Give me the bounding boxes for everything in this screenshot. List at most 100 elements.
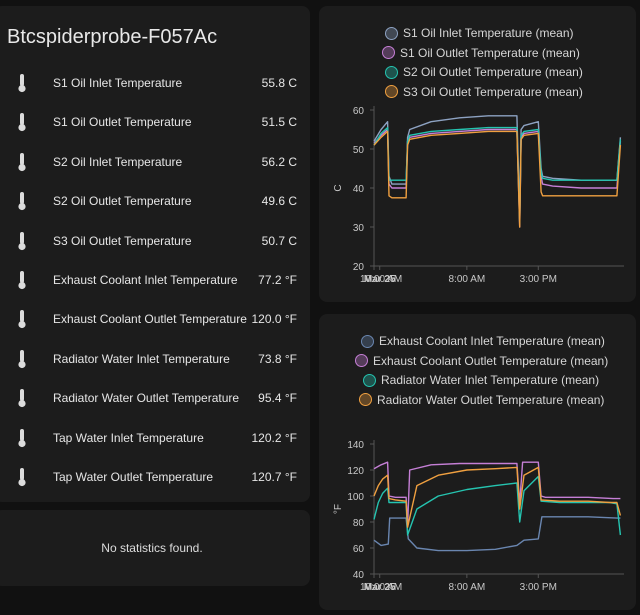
entity-value: 50.7 C (261, 233, 297, 248)
thermometer-icon (16, 388, 28, 408)
legend-dot-icon (355, 354, 368, 367)
entity-name: Exhaust Coolant Inlet Temperature (53, 273, 238, 287)
y-axis-label: °F (333, 504, 344, 514)
legend-dot-icon (385, 65, 398, 79)
y-tick-label: 80 (353, 518, 365, 529)
entity-row[interactable]: Tap Water Outlet Temperature 120.7 °F (0, 465, 310, 489)
entity-name: S2 Oil Outlet Temperature (53, 194, 192, 209)
legend-item[interactable]: Exhaust Coolant Outlet Temperature (mean… (355, 354, 608, 368)
statistics-message: No statistics found. (101, 541, 203, 555)
entity-name: S3 Oil Outlet Temperature (53, 233, 192, 248)
device-title: Btcspiderprobe-F057Ac (7, 26, 218, 48)
legend-item[interactable]: S1 Oil Outlet Temperature (mean) (382, 46, 580, 60)
legend-item[interactable]: S2 Oil Outlet Temperature (mean) (385, 65, 583, 79)
legend-label: S2 Oil Outlet Temperature (mean) (403, 65, 583, 79)
legend-label: Radiator Water Outlet Temperature (mean) (377, 392, 605, 407)
legend-dot-icon (382, 46, 395, 59)
x-tick-label: 10:00 AM (360, 274, 402, 285)
thermometer-icon (16, 428, 28, 448)
entity-row[interactable]: Exhaust Coolant Inlet Temperature 77.2 °F (0, 268, 310, 292)
series-line[interactable] (373, 475, 622, 536)
history-graph-fahrenheit[interactable]: Exhaust Coolant Inlet Temperature (mean)… (319, 314, 636, 610)
y-tick-label: 40 (353, 570, 365, 581)
entity-name: S1 Oil Outlet Temperature (53, 115, 192, 130)
thermometer-icon (16, 191, 28, 211)
x-tick-label: 8:00 AM (449, 274, 486, 285)
legend-item[interactable]: Radiator Water Inlet Temperature (mean) (363, 373, 599, 387)
history-graph-celsius[interactable]: S1 Oil Inlet Temperature (mean) S1 Oil Ou… (319, 6, 636, 302)
entity-row[interactable]: Exhaust Coolant Outlet Temperature 120.0 … (0, 307, 310, 331)
legend-label: Exhaust Coolant Outlet Temperature (mean… (373, 353, 609, 368)
y-tick-label: 50 (353, 145, 365, 156)
y-axis-label: C (333, 184, 344, 191)
legend-dot-icon (359, 393, 372, 406)
entity-row[interactable]: S1 Oil Inlet Temperature 55.8 C (0, 71, 310, 95)
legend-item[interactable]: S3 Oil Outlet Temperature (mean) (385, 85, 583, 99)
entity-value: 56.2 C (261, 154, 297, 169)
series-line[interactable] (373, 126, 622, 224)
legend-dot-icon (363, 373, 376, 387)
thermometer-icon (16, 73, 28, 93)
entity-name: S1 Oil Inlet Temperature (53, 76, 183, 90)
entity-value: 49.6 C (261, 194, 297, 209)
y-tick-label: 100 (347, 492, 364, 503)
entity-row[interactable]: Radiator Water Outlet Temperature 95.4 °F (0, 386, 310, 410)
entity-row[interactable]: Tap Water Inlet Temperature 120.2 °F (0, 426, 310, 450)
entity-name: Tap Water Outlet Temperature (53, 470, 214, 484)
legend-item[interactable]: Exhaust Coolant Inlet Temperature (mean) (361, 334, 605, 348)
legend-label: Exhaust Coolant Inlet Temperature (mean) (379, 334, 605, 348)
thermometer-icon (16, 467, 28, 487)
statistics-card: No statistics found. (0, 510, 310, 586)
entity-row[interactable]: S2 Oil Inlet Temperature 56.2 C (0, 150, 310, 174)
entity-value: 77.2 °F (258, 273, 297, 287)
legend-item[interactable]: S1 Oil Inlet Temperature (mean) (385, 26, 574, 40)
legend-label: S1 Oil Inlet Temperature (mean) (403, 26, 574, 40)
entity-name: Exhaust Coolant Outlet Temperature (53, 312, 247, 327)
x-tick-label: 3:00 PM (520, 274, 557, 285)
legend-dot-icon (385, 26, 398, 40)
entities-card: Btcspiderprobe-F057Ac S1 Oil Inlet Tempe… (0, 6, 310, 502)
thermometer-icon (16, 152, 28, 172)
y-tick-label: 120 (347, 466, 364, 477)
legend-dot-icon (361, 334, 374, 348)
series-line[interactable] (373, 128, 622, 228)
x-tick-label: Mar 25 (364, 274, 396, 285)
entity-value: 120.7 °F (251, 470, 298, 484)
entity-row[interactable]: S2 Oil Outlet Temperature 49.6 C (0, 189, 310, 213)
legend-label: Radiator Water Inlet Temperature (mean) (381, 373, 600, 387)
series-line[interactable] (373, 466, 622, 528)
entity-row[interactable]: S3 Oil Outlet Temperature 50.7 C (0, 229, 310, 253)
series-line[interactable] (373, 130, 622, 228)
series-line[interactable] (373, 461, 621, 527)
entity-name: Radiator Water Inlet Temperature (53, 351, 230, 366)
y-tick-label: 30 (353, 223, 365, 234)
thermometer-icon (16, 349, 28, 369)
thermometer-icon (16, 112, 28, 132)
y-tick-label: 60 (353, 106, 365, 117)
series-line[interactable] (373, 516, 621, 552)
y-tick-label: 60 (353, 544, 365, 555)
x-tick-label: 3:00 PM (520, 582, 557, 593)
legend-dot-icon (385, 85, 398, 98)
thermometer-icon (16, 231, 28, 251)
x-tick-label: 8:00 AM (449, 582, 486, 593)
entity-name: Tap Water Inlet Temperature (53, 430, 204, 445)
thermometer-icon (16, 309, 28, 329)
thermometer-icon (16, 270, 28, 290)
legend-label: S1 Oil Outlet Temperature (mean) (400, 45, 580, 60)
entity-row[interactable]: S1 Oil Outlet Temperature 51.5 C (0, 110, 310, 134)
entity-value: 120.2 °F (251, 430, 298, 445)
legend-label: S3 Oil Outlet Temperature (mean) (403, 84, 583, 99)
entity-name: Radiator Water Outlet Temperature (53, 391, 240, 406)
entity-value: 120.0 °F (251, 312, 298, 327)
y-tick-label: 140 (347, 440, 364, 451)
entity-value: 95.4 °F (258, 391, 297, 406)
x-tick-label: 10:00 AM (360, 582, 402, 593)
entity-value: 55.8 C (261, 76, 297, 90)
x-tick-label: Mar 25 (364, 582, 396, 593)
series-line[interactable] (373, 115, 622, 217)
legend-item[interactable]: Radiator Water Outlet Temperature (mean) (359, 393, 604, 407)
entity-row[interactable]: Radiator Water Inlet Temperature 73.8 °F (0, 347, 310, 371)
